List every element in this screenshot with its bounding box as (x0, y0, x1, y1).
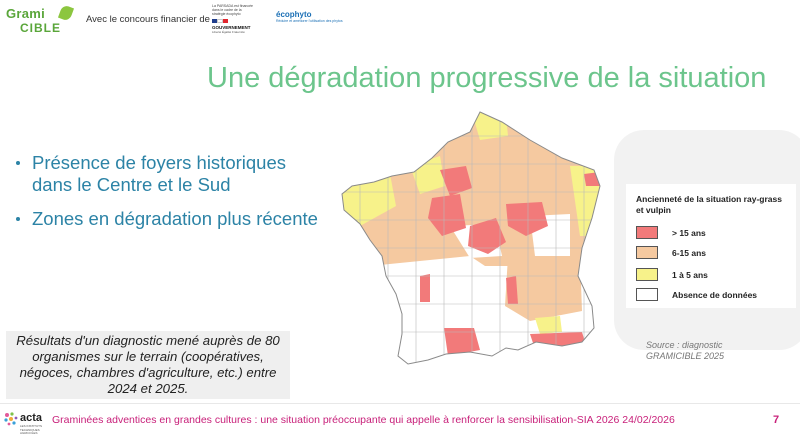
leaf-icon (57, 4, 75, 22)
legend-title: Ancienneté de la situation ray-grass et … (636, 194, 782, 215)
bullet-text: Présence de foyers historiques dans le C… (32, 152, 286, 195)
bullet-item: Présence de foyers historiques dans le C… (10, 152, 320, 196)
legend-label: 6-15 ans (672, 248, 707, 258)
source-line: GRAMICIBLE 2025 (646, 351, 725, 361)
acta-tagline: LES INSTITUTS TECHNIQUES AGRICOLES (20, 424, 43, 435)
results-box (6, 331, 290, 399)
logo-text-grami: Grami (6, 6, 46, 21)
results-text: Résultats d'un diagnostic mené auprès de… (16, 333, 280, 396)
legend-swatch-white (636, 288, 658, 301)
gramicible-logo: Grami CIBLE (6, 4, 76, 40)
gouv-motto: Liberté Égalité Fraternité (212, 30, 245, 34)
bullet-list: Présence de foyers historiques dans le C… (10, 152, 320, 242)
gouvernement-logo: La PARSADA est financée dans le cadre de… (212, 4, 254, 38)
slide-title: Une dégradation progressive de la situat… (207, 62, 767, 94)
footer-text: Graminées adventices en grandes cultures… (52, 414, 675, 426)
legend-swatch-red (636, 226, 658, 239)
france-map (341, 111, 601, 365)
legend-item: 6-15 ans (636, 246, 796, 262)
bullet-text: Zones en dégradation plus récente (32, 208, 318, 229)
bullet-item: Zones en dégradation plus récente (10, 208, 320, 230)
legend-label: 1 à 5 ans (672, 270, 708, 280)
legend-swatch-orange (636, 246, 658, 259)
legend-label: > 15 ans (672, 228, 706, 238)
bullet-dot-icon (16, 161, 20, 165)
acta-dots-icon (4, 412, 18, 426)
funding-text: Avec le concours financier de (86, 14, 210, 25)
legend-item: 1 à 5 ans (636, 268, 796, 284)
ecophyto-name: écophyto (276, 10, 312, 19)
source-note: Source : diagnostic GRAMICIBLE 2025 (646, 340, 724, 362)
gouv-small-text: La PARSADA est financée dans le cadre de… (212, 4, 253, 16)
page-number: 7 (773, 414, 780, 426)
legend-item: > 15 ans (636, 226, 796, 242)
bullet-dot-icon (16, 217, 20, 221)
ecophyto-logo: écophyto Réduire et améliorer l'utilisat… (276, 10, 366, 23)
gouv-name: GOUVERNEMENT (212, 25, 251, 30)
footer-divider (0, 403, 800, 404)
acta-logo: acta LES INSTITUTS TECHNIQUES AGRICOLES (4, 410, 50, 438)
legend-item: Absence de données (636, 288, 796, 304)
source-line: Source : diagnostic (646, 340, 723, 350)
ecophyto-tagline: Réduire et améliorer l'utilisation des p… (276, 19, 343, 23)
logo-text-cible: CIBLE (20, 21, 61, 35)
legend-swatch-yellow (636, 268, 658, 281)
legend-label: Absence de données (672, 290, 758, 300)
acta-name: acta (20, 412, 43, 424)
french-flag-icon (212, 19, 229, 23)
